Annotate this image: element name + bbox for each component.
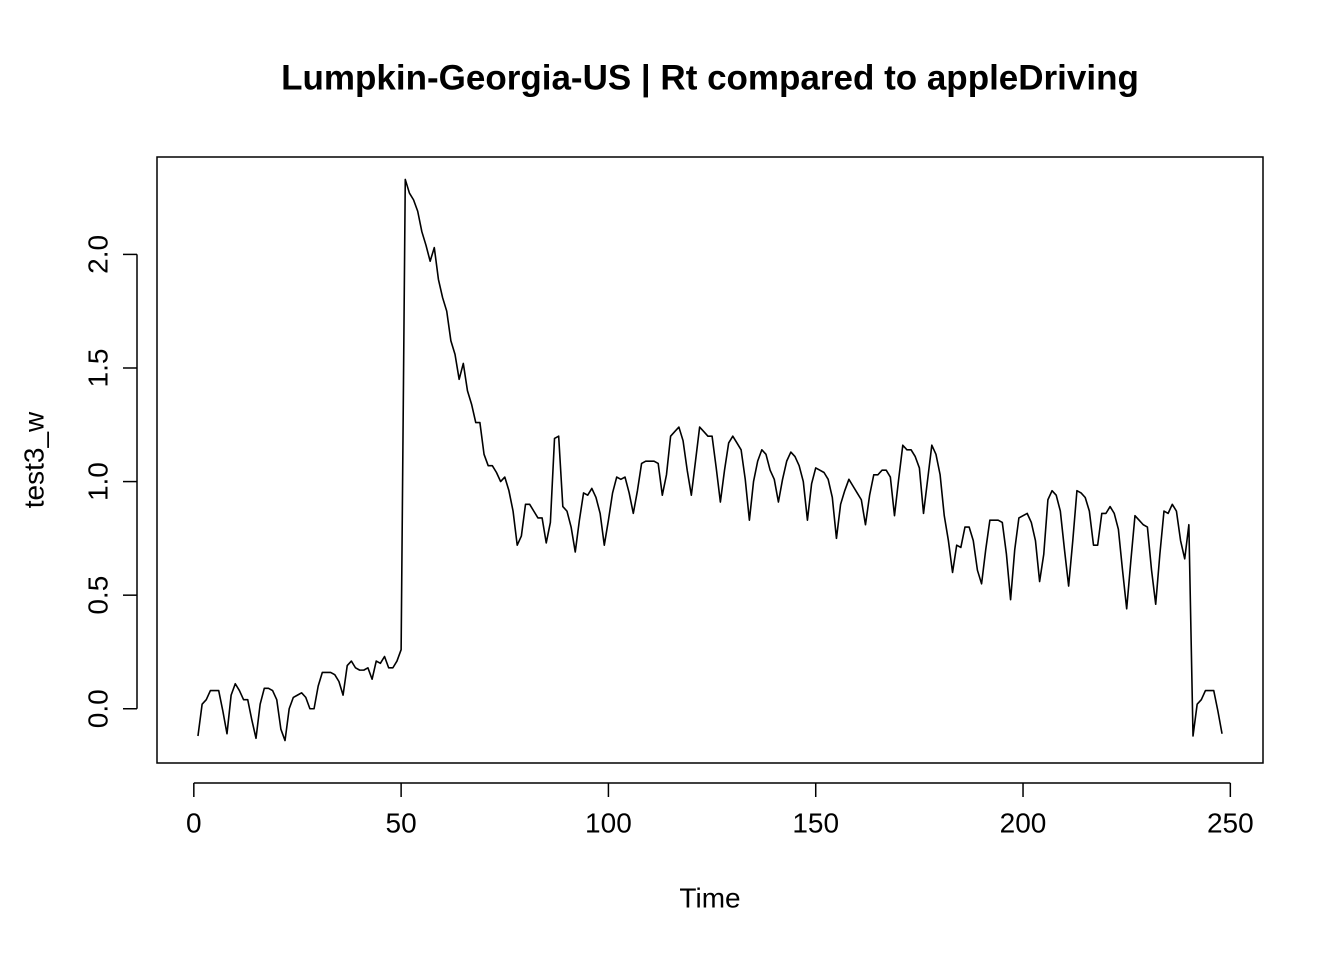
x-tick-label: 0 [186, 807, 202, 838]
y-tick-label: 2.0 [82, 235, 113, 274]
y-tick-label: 0.5 [82, 576, 113, 615]
x-axis-label: Time [679, 882, 740, 913]
plot-frame [156, 156, 1264, 764]
chart-title: Lumpkin-Georgia-US | Rt compared to appl… [281, 58, 1139, 97]
y-tick-label: 1.5 [82, 349, 113, 388]
x-tick-label: 200 [1000, 807, 1047, 838]
y-tick-label: 0.0 [82, 689, 113, 728]
x-tick-label: 150 [792, 807, 839, 838]
x-tick-label: 50 [386, 807, 417, 838]
y-axis-label: test3_w [18, 411, 49, 508]
data-line [197, 178, 1223, 742]
x-tick-label: 250 [1207, 807, 1254, 838]
y-tick-label: 1.0 [82, 462, 113, 501]
x-tick-label: 100 [585, 807, 632, 838]
